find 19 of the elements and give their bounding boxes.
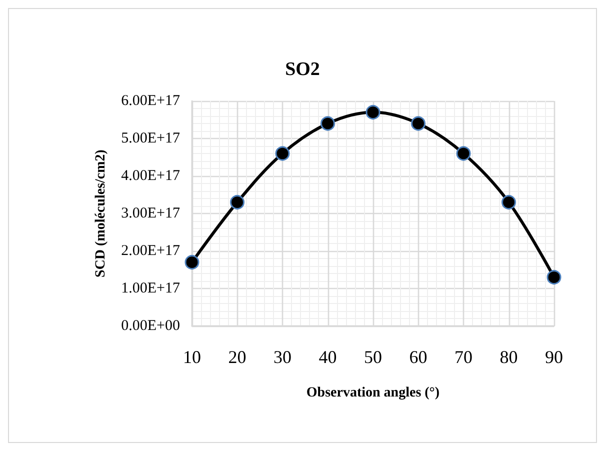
x-tick-label: 80 [500, 347, 518, 367]
y-tick-label: 0.00E+00 [121, 318, 180, 334]
y-tick-label: 2.00E+17 [121, 243, 180, 259]
x-tick-label: 70 [454, 347, 472, 367]
x-tick-label: 50 [364, 347, 382, 367]
y-tick-label: 1.00E+17 [121, 280, 180, 296]
y-tick-label: 5.00E+17 [121, 130, 180, 146]
x-tick-label: 40 [318, 347, 337, 367]
x-tick-label: 60 [409, 347, 428, 367]
y-tick-label: 4.00E+17 [121, 168, 180, 184]
y-tick-label: 3.00E+17 [121, 206, 180, 222]
x-tick-label: 90 [545, 347, 563, 367]
x-axis-title: Observation angles (°) [306, 386, 440, 400]
y-tick-label: 6.00E+17 [121, 93, 180, 109]
y-axis-title: SCD (molécules/cm2) [94, 149, 108, 278]
x-tick-label: 30 [274, 347, 292, 367]
x-tick-label: 20 [228, 347, 246, 367]
chart-title: SO2 [285, 59, 320, 80]
x-tick-label: 10 [183, 347, 201, 367]
